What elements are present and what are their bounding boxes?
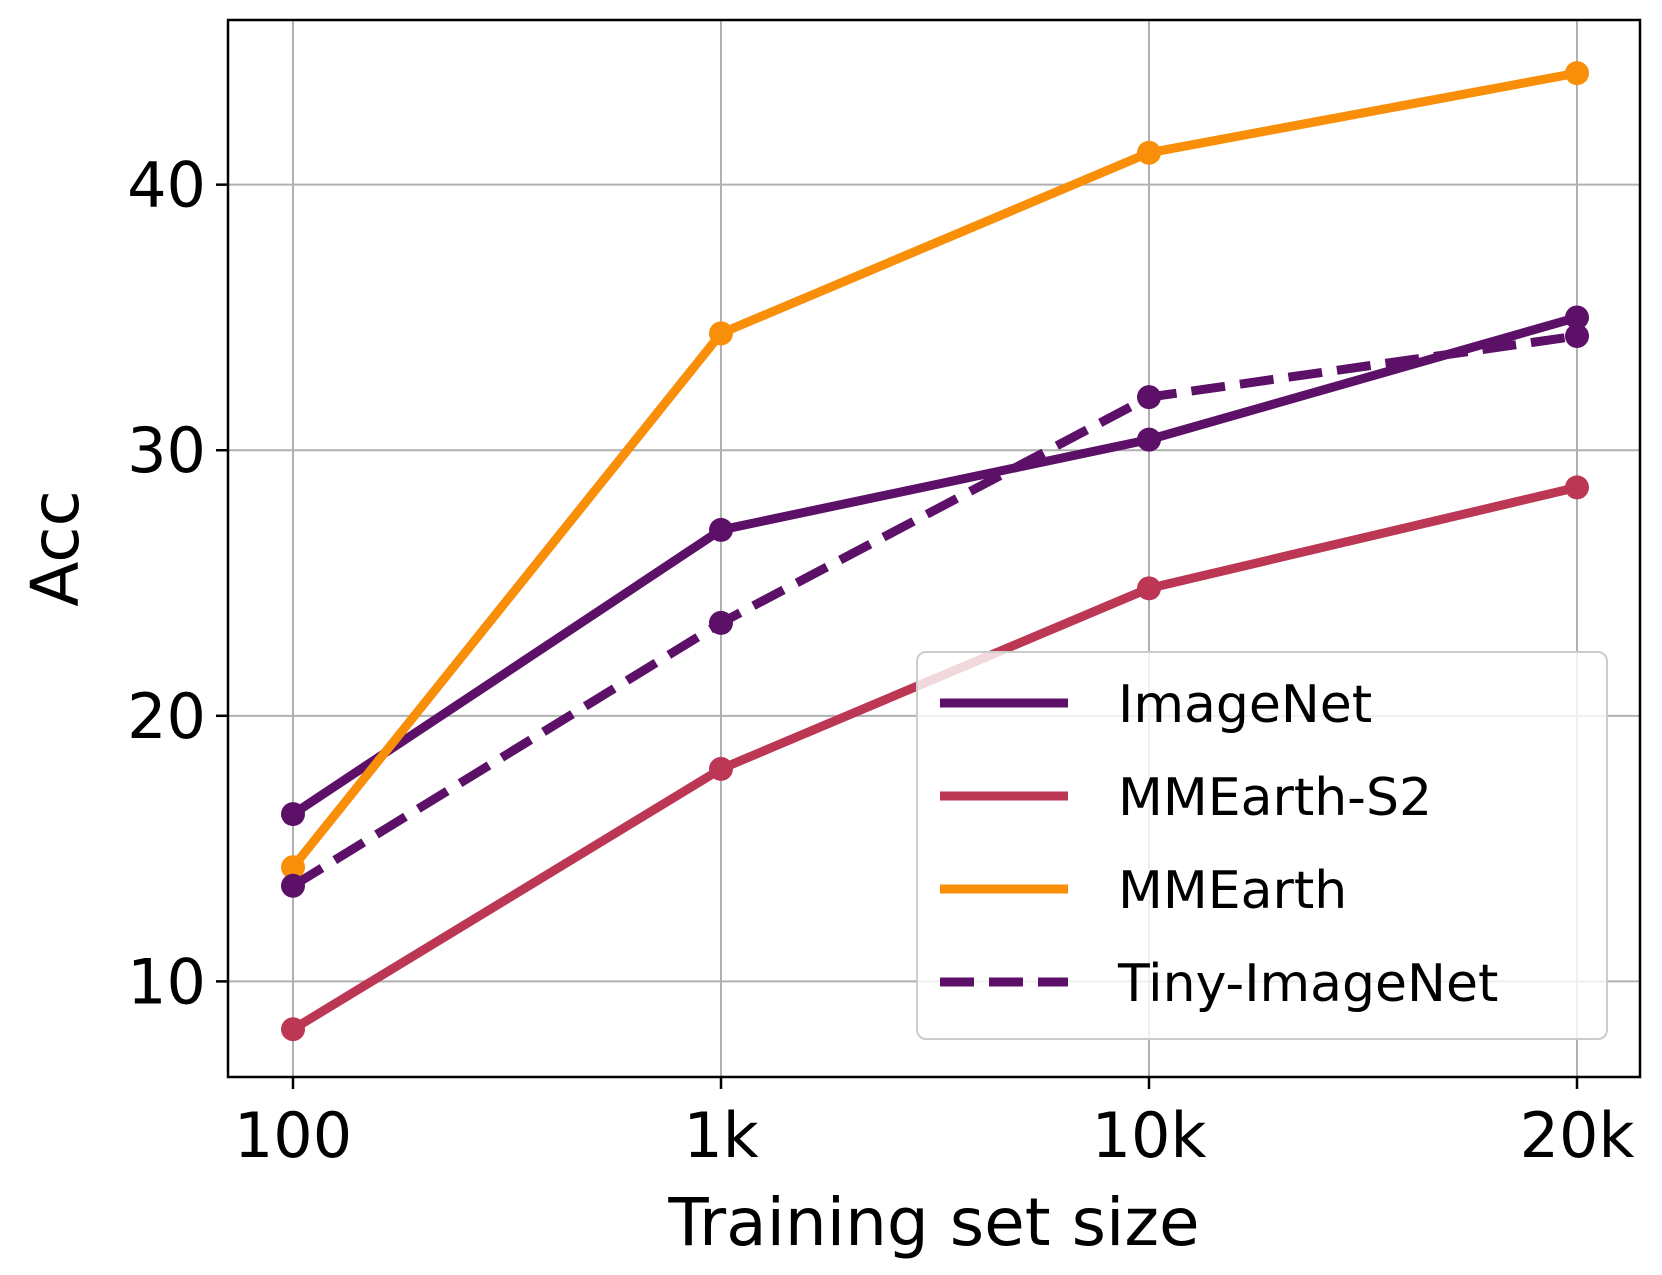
series-line-tiny-imagenet — [290, 331, 1578, 890]
data-point-tiny-imagenet — [709, 610, 733, 635]
y-tick-label: 40 — [127, 149, 206, 222]
data-point-tiny-imagenet — [1565, 324, 1589, 349]
series-line-imagenet — [288, 312, 1582, 819]
y-tick-label: 30 — [127, 414, 206, 487]
data-point-mmearth-s2 — [709, 756, 733, 781]
data-point-imagenet — [1137, 427, 1161, 452]
data-point-mmearth-s2 — [1137, 576, 1161, 601]
x-tick-label: 1k — [683, 1099, 758, 1172]
data-point-mmearth — [1565, 61, 1589, 86]
data-point-tiny-imagenet — [281, 873, 305, 898]
y-tick-label: 10 — [127, 945, 206, 1018]
series-line-mmearth — [288, 68, 1582, 872]
legend-label-mmearth: MMEarth — [1118, 861, 1347, 921]
series-tiny-imagenet — [281, 324, 1589, 898]
data-point-mmearth — [709, 321, 733, 346]
series-imagenet — [281, 305, 1589, 827]
y-tick-label: 20 — [127, 680, 206, 753]
data-point-mmearth-s2 — [281, 1017, 305, 1042]
data-point-imagenet — [1565, 305, 1589, 330]
legend-box — [916, 651, 1608, 1040]
x-tick-label: 20k — [1520, 1099, 1635, 1172]
legend-label-mmearth-s2: MMEarth-S2 — [1118, 768, 1432, 828]
x-tick-label: 10k — [1092, 1099, 1207, 1172]
legend-label-tiny-imagenet: Tiny-ImageNet — [1117, 954, 1498, 1014]
plot-frame — [226, 18, 1642, 1079]
legend: ImageNet MMEarth-S2 MMEarth Tiny-ImageNet — [916, 651, 1608, 1040]
x-axis-ticks: 100 1k 10k 20k — [234, 1077, 1635, 1172]
x-tick-label: 100 — [234, 1099, 352, 1172]
y-axis-title: Acc — [17, 490, 94, 607]
y-axis-ticks: 10 20 30 40 — [127, 149, 228, 1018]
data-point-mmearth — [281, 855, 305, 880]
data-point-mmearth-s2 — [1565, 475, 1589, 500]
series-mmearth — [281, 61, 1589, 880]
legend-label-imagenet: ImageNet — [1118, 675, 1372, 735]
data-point-mmearth — [1137, 140, 1161, 165]
x-axis-title: Training set size — [667, 1184, 1199, 1261]
data-point-imagenet — [281, 802, 305, 827]
data-point-tiny-imagenet — [1137, 385, 1161, 410]
data-point-imagenet — [709, 517, 733, 542]
